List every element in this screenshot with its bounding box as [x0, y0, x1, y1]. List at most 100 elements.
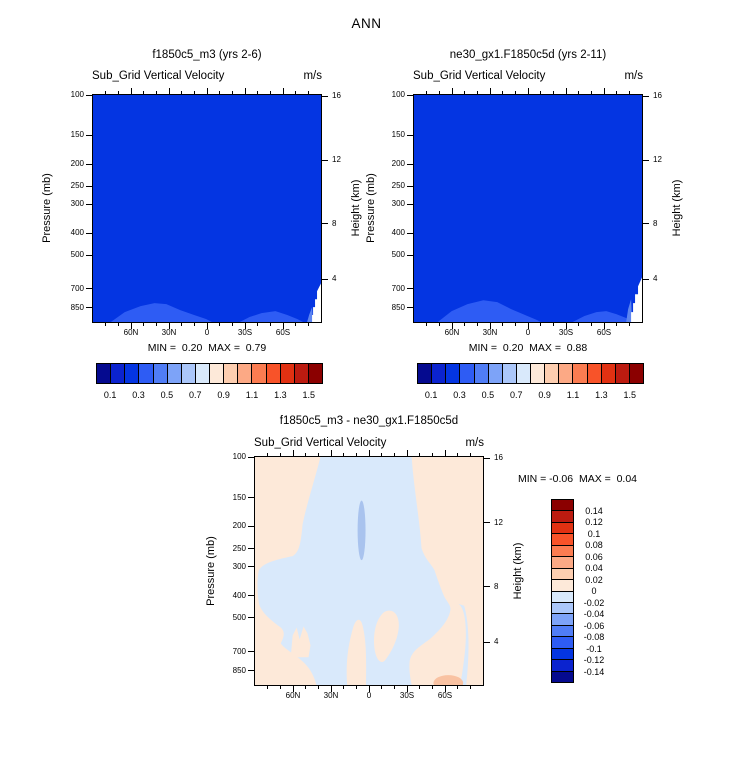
pressure-tick-label: 100 [232, 452, 246, 461]
colorbar-tick-label: 0.9 [217, 390, 230, 400]
pressure-tick [86, 307, 93, 309]
lat-tick [578, 322, 580, 326]
lat-tick-label: 0 [525, 328, 531, 337]
colorbar-tick-label: 0.14 [585, 505, 603, 516]
lat-tick [269, 91, 271, 95]
pressure-tick-label: 300 [391, 199, 405, 209]
height-tick-label: 4 [494, 637, 499, 647]
pressure-tick [407, 254, 414, 256]
lat-tick [578, 91, 580, 95]
lat-tick [105, 91, 107, 95]
lat-tick [540, 91, 542, 95]
lat-tick [269, 322, 271, 326]
height-tick [321, 159, 328, 161]
lat-tick [292, 450, 294, 457]
pressure-tick [86, 94, 93, 96]
colorbar-cell [166, 364, 181, 383]
lat-tick [406, 685, 408, 692]
height-tick-label: 8 [332, 218, 337, 228]
lat-tick-label: 30N [482, 328, 498, 337]
lat-tick [330, 450, 332, 457]
lat-tick [426, 322, 428, 326]
height-tick [483, 457, 490, 459]
lat-tick [476, 322, 478, 326]
colorbar-cell [194, 364, 209, 383]
lat-tick [502, 322, 504, 326]
lat-tick [444, 450, 446, 457]
colorbar-cell [473, 364, 488, 383]
colorbar-diff [551, 499, 574, 683]
lat-tick [469, 453, 471, 457]
lat-tick [168, 322, 170, 329]
contour-fill-diff [255, 457, 483, 685]
pressure-tick-label: 100 [391, 90, 405, 99]
pressure-tick-label: 150 [70, 130, 84, 140]
lat-tick [457, 453, 459, 457]
lat-tick [279, 685, 281, 689]
colorbar-cell [552, 579, 573, 591]
height-tick [483, 522, 490, 524]
panel3-subtitle-row: Sub_Grid Vertical Velocity m/s [254, 437, 484, 449]
lat-tick [469, 685, 471, 689]
lat-tick [368, 450, 370, 457]
colorbar-cell [515, 364, 530, 383]
pressure-tick [248, 456, 255, 458]
colorbar-cell [552, 500, 573, 511]
pressure-tick-label: 400 [232, 590, 246, 600]
colorbar-cell [552, 521, 573, 534]
pressure-tick [86, 163, 93, 165]
colorbar-cell [459, 364, 474, 383]
lat-tick [419, 453, 421, 457]
colorbar-cell [600, 364, 615, 383]
lat-tick [393, 453, 395, 457]
pressure-tick [86, 254, 93, 256]
colorbar-cell [138, 364, 153, 383]
pressure-tick-label: 250 [391, 181, 405, 191]
height-tick-label: 16 [653, 91, 662, 101]
lat-tick [181, 322, 183, 326]
panel2-units-label: m/s [624, 70, 643, 82]
lat-tick [489, 88, 491, 95]
lat-tick [426, 91, 428, 95]
lat-tick [540, 322, 542, 326]
pressure-tick-label: 400 [391, 228, 405, 238]
contour-fill-model2 [414, 95, 642, 322]
colorbar-tick-label: 0.1 [424, 390, 438, 400]
pressure-tick-label: 850 [391, 302, 405, 312]
colorbar-cell [431, 364, 446, 383]
colorbar-cell [552, 556, 573, 568]
colorbar-cell [572, 364, 587, 383]
lat-tick [502, 91, 504, 95]
pressure-tick-label: 700 [70, 283, 84, 293]
lat-tick [438, 322, 440, 326]
colorbar-cell [110, 364, 125, 383]
lat-tick [117, 322, 119, 326]
lat-tick [451, 88, 453, 95]
colorbar-cell [445, 364, 460, 383]
pressure-tick [248, 525, 255, 527]
lat-tick [514, 91, 516, 95]
lat-tick [552, 91, 554, 95]
colorbar-model1 [96, 363, 323, 384]
colorbar-tick-label: 0.02 [585, 574, 603, 585]
lat-tick [267, 453, 269, 457]
lat-tick [552, 322, 554, 326]
height-tick [321, 95, 328, 97]
plot-area-model1: 60N 30N 0 30S 60S 100 150 200 250 300 400 500 700 850… [71, 88, 341, 337]
colorbar-tick-label: 0.08 [585, 540, 603, 550]
height-tick [642, 95, 649, 97]
lat-tick-label: 0 [366, 691, 372, 700]
lat-tick [438, 91, 440, 95]
colorbar-cell [552, 670, 573, 682]
lat-tick [464, 91, 466, 95]
pressure-tick-label: 850 [70, 302, 84, 312]
lat-tick [590, 322, 592, 326]
pressure-tick-label: 250 [70, 181, 84, 191]
lat-tick [476, 91, 478, 95]
lat-tick [464, 322, 466, 326]
colorbar-tick-label: -0.1 [586, 643, 602, 654]
colorbar-tick-label: 0.04 [585, 563, 603, 573]
lat-tick [381, 685, 383, 689]
lat-tick [628, 91, 630, 95]
colorbar-tick-label: 0 [591, 586, 597, 596]
